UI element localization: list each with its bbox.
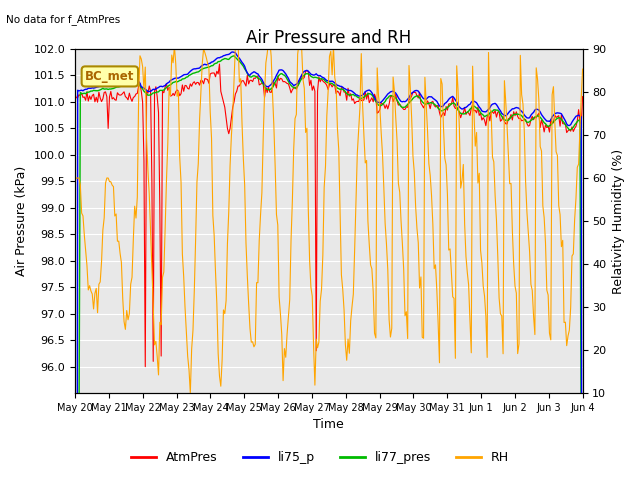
li75_p <box>104 82 112 87</box>
X-axis label: Time: Time <box>314 419 344 432</box>
li77_pres <box>576 117 584 123</box>
AtmPres <box>436 109 444 115</box>
RH <box>186 390 194 396</box>
Legend: AtmPres, li75_p, li77_pres, RH: AtmPres, li75_p, li77_pres, RH <box>126 446 514 469</box>
Text: BC_met: BC_met <box>85 70 134 83</box>
AtmPres <box>577 121 585 127</box>
RH <box>234 37 242 43</box>
AtmPres <box>104 125 112 131</box>
Line: AtmPres: AtmPres <box>75 64 582 367</box>
RH <box>71 177 79 182</box>
Line: li77_pres: li77_pres <box>75 56 582 480</box>
RH <box>511 283 519 289</box>
li77_pres <box>104 86 112 92</box>
Line: RH: RH <box>75 40 582 393</box>
AtmPres <box>141 364 149 370</box>
RH <box>579 66 586 72</box>
Title: Air Pressure and RH: Air Pressure and RH <box>246 29 412 48</box>
RH <box>88 291 96 297</box>
li77_pres <box>88 88 96 94</box>
li75_p <box>333 83 341 88</box>
li75_p <box>510 106 518 112</box>
Text: No data for f_AtmPres: No data for f_AtmPres <box>6 14 121 25</box>
AtmPres <box>88 93 96 98</box>
AtmPres <box>71 91 79 97</box>
li75_p <box>576 113 584 119</box>
li75_p <box>88 85 96 91</box>
RH <box>104 175 112 181</box>
RH <box>335 146 342 152</box>
AtmPres <box>216 61 223 67</box>
li77_pres <box>333 85 341 91</box>
AtmPres <box>511 113 519 119</box>
li77_pres <box>510 112 518 118</box>
li75_p <box>229 49 237 55</box>
Y-axis label: Air Pressure (kPa): Air Pressure (kPa) <box>15 166 28 276</box>
Line: li75_p: li75_p <box>75 52 582 480</box>
li77_pres <box>230 53 238 59</box>
RH <box>577 94 585 99</box>
AtmPres <box>579 94 586 99</box>
RH <box>436 360 444 366</box>
li75_p <box>435 101 442 107</box>
li77_pres <box>435 106 442 111</box>
Y-axis label: Relativity Humidity (%): Relativity Humidity (%) <box>612 148 625 294</box>
AtmPres <box>335 89 342 95</box>
